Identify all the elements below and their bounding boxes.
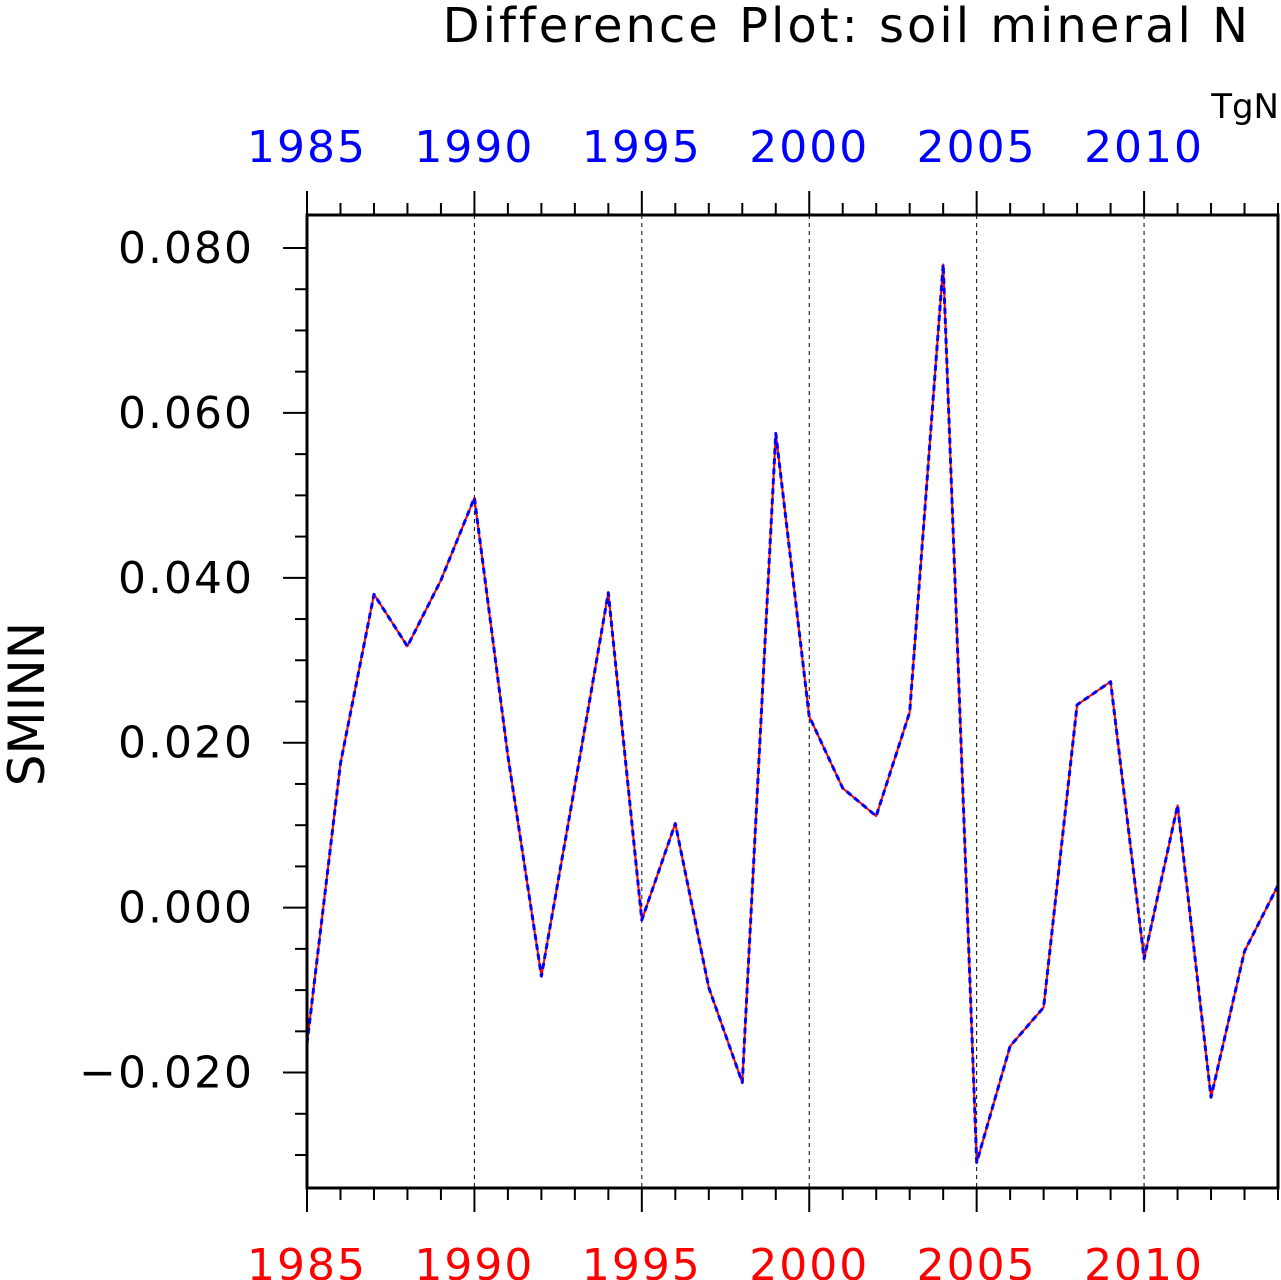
- x-tick-label-bottom: 2005: [917, 1240, 1037, 1280]
- x-tick-label-bottom: 1985: [247, 1240, 367, 1280]
- axis-ticks: [283, 191, 1279, 1212]
- chart-title: Difference Plot: soil mineral N: [443, 0, 1251, 54]
- series-line-dashed: [305, 263, 1280, 1164]
- x-tick-label-top: 1985: [247, 122, 367, 173]
- x-tick-label-bottom: 2000: [749, 1240, 869, 1280]
- x-tick-label-top: 1990: [414, 122, 534, 173]
- series-line-solid: [306, 263, 1279, 1164]
- grid-lines: [473, 215, 1145, 1188]
- x-tick-label-top: 2000: [749, 122, 869, 173]
- x-tick-label-bottom: 1990: [414, 1240, 534, 1280]
- x-tick-label-top: 2005: [917, 122, 1037, 173]
- plot-frame: [305, 213, 1280, 1190]
- y-tick-label: 0.080: [118, 223, 254, 274]
- y-tick-label: 0.060: [118, 388, 254, 439]
- y-tick-label: −0.020: [79, 1048, 254, 1099]
- x-tick-label-top: 1995: [582, 122, 702, 173]
- y-tick-label: 0.000: [118, 883, 254, 934]
- units-label: TgN: [1210, 87, 1279, 127]
- y-tick-label: 0.040: [118, 553, 254, 604]
- x-tick-label-bottom: 2010: [1084, 1240, 1204, 1280]
- y-tick-label: 0.020: [118, 718, 254, 769]
- y-axis-label: SMINN: [0, 622, 56, 786]
- x-tick-labels: 1985 1985 1990 1990 1995 1995 2000 2000 2005 2005…: [247, 122, 1204, 1280]
- series-lines: [305, 263, 1280, 1164]
- x-tick-label-top: 2010: [1084, 122, 1204, 173]
- y-tick-labels: 0.080 0.060 0.040 0.020 0.000 −0.020: [79, 223, 254, 1099]
- x-tick-label-bottom: 1995: [582, 1240, 702, 1280]
